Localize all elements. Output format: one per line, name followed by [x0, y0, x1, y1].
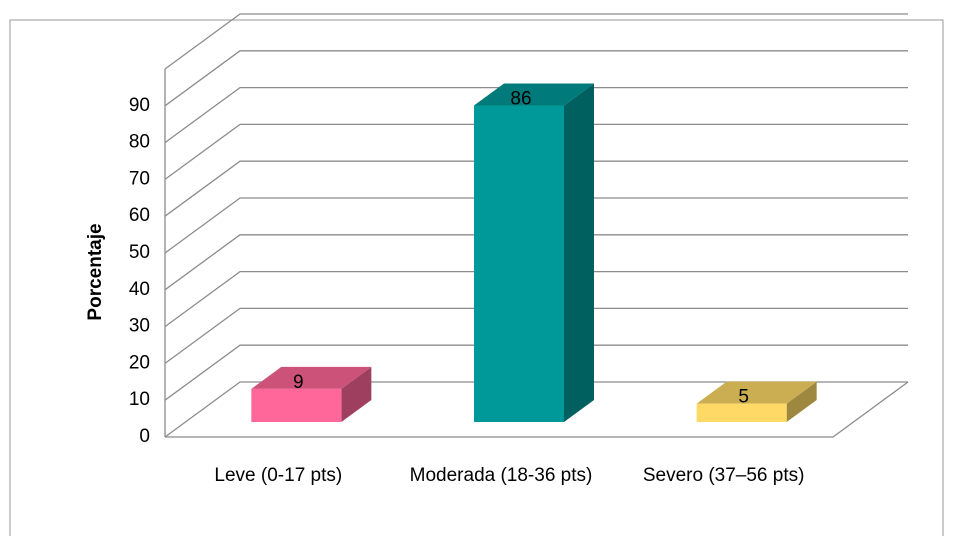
bar-side — [786, 381, 817, 422]
grid-line — [164, 234, 908, 291]
y-tick-label: 60 — [129, 205, 150, 226]
grid-line — [164, 307, 908, 364]
value-label: 9 — [293, 372, 304, 393]
y-tick-label: 20 — [129, 352, 150, 373]
y-tick-label: 80 — [129, 132, 150, 153]
y-tick-label: 0 — [139, 426, 150, 447]
bar — [696, 403, 787, 422]
y-tick-label: 50 — [129, 242, 150, 263]
grid-line — [164, 86, 908, 144]
wall-top — [164, 13, 908, 70]
y-tick-label: 70 — [129, 168, 150, 189]
grid-line — [164, 270, 908, 328]
y-tick-label: 10 — [129, 389, 150, 410]
x-tick-label: Severo (37–56 pts) — [642, 465, 805, 486]
bar — [251, 388, 342, 422]
y-tick-label: 40 — [129, 279, 150, 300]
bar-top — [474, 83, 594, 106]
y-tick-label: 30 — [129, 316, 150, 337]
grid-line — [164, 50, 908, 107]
floor — [165, 381, 909, 438]
value-label: 86 — [510, 89, 531, 110]
bar-top — [696, 381, 817, 404]
grid-line — [164, 123, 908, 180]
y-axis-label: Porcentaje — [85, 223, 106, 320]
bar — [474, 105, 564, 423]
x-tick-label: Moderada (18-36 pts) — [409, 465, 593, 486]
grid-line — [164, 381, 908, 438]
grid-line — [164, 160, 908, 217]
grid-line — [164, 197, 908, 254]
bar-top — [251, 366, 372, 389]
bar-side — [341, 366, 372, 422]
grid-line — [164, 344, 908, 401]
x-tick-label: Leve (0-17 pts) — [214, 465, 343, 486]
value-label: 5 — [738, 387, 749, 408]
bar-side — [564, 83, 594, 423]
y-tick-label: 90 — [129, 95, 150, 116]
